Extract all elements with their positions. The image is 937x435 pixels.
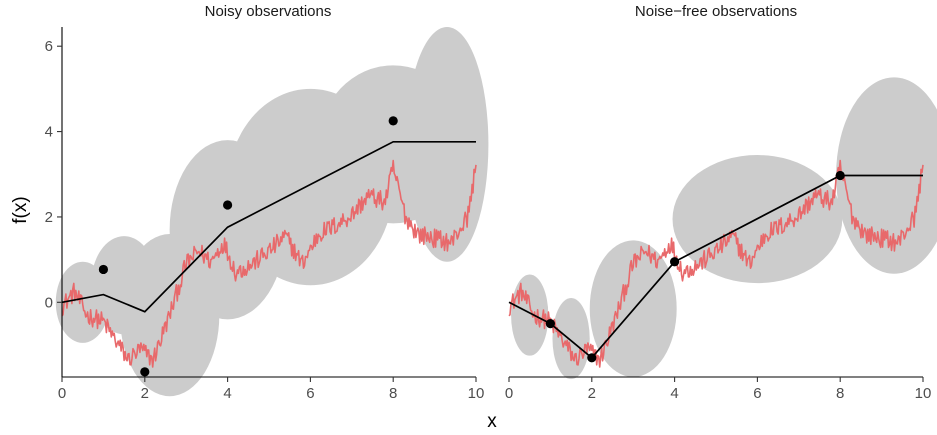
y-tick-label: 2 xyxy=(45,209,53,226)
y-tick-label: 4 xyxy=(45,124,53,141)
y-tick-label: 0 xyxy=(45,294,53,311)
observation-point xyxy=(98,264,108,275)
credible-band-segment xyxy=(511,274,549,356)
panel-title: Noisy observations xyxy=(205,3,332,20)
posterior-mean-layer xyxy=(61,140,476,313)
credible-band-segment xyxy=(405,27,489,262)
x-tick-label: 8 xyxy=(836,385,844,402)
x-tick-label: 0 xyxy=(505,385,513,402)
panel-noise-free: Noise−free observations 0 2 4 6 8 10 xyxy=(505,3,937,402)
observation-point xyxy=(140,367,150,377)
credible-band-segment xyxy=(552,298,590,380)
observation-points xyxy=(545,170,845,363)
x-ticks: 0 2 4 6 8 10 xyxy=(505,377,932,402)
panel-noisy: Noisy observations 0 2 4 6 8 10 0 2 4 6 xyxy=(45,3,489,402)
x-tick-label: 10 xyxy=(915,385,932,402)
true-function-layer xyxy=(508,159,924,368)
x-ticks: 0 2 4 6 8 10 xyxy=(58,377,485,402)
observation-point xyxy=(587,353,597,363)
x-tick-label: 4 xyxy=(670,385,678,402)
observation-point xyxy=(545,319,556,329)
credible-band xyxy=(55,27,489,397)
observation-point xyxy=(388,116,398,126)
axes xyxy=(61,27,476,378)
x-tick-label: 0 xyxy=(58,385,66,402)
true-function-line xyxy=(61,159,477,368)
observation-point xyxy=(223,200,233,210)
observation-point xyxy=(835,170,845,181)
posterior-mean-layer xyxy=(508,174,923,359)
x-tick-label: 2 xyxy=(588,385,596,402)
true-function-layer xyxy=(61,159,477,368)
x-tick-label: 4 xyxy=(223,385,231,402)
observation-point xyxy=(670,257,680,267)
true-function-line xyxy=(508,159,924,368)
x-tick-label: 6 xyxy=(306,385,314,402)
panel-title: Noise−free observations xyxy=(635,3,797,20)
x-axis-title: x xyxy=(487,411,497,432)
x-tick-label: 6 xyxy=(753,385,761,402)
x-tick-label: 2 xyxy=(141,385,149,402)
x-tick-label: 10 xyxy=(468,385,485,402)
y-axis-title: f(x) xyxy=(10,196,31,223)
observation-points xyxy=(98,116,398,377)
y-tick-label: 6 xyxy=(45,38,53,55)
y-ticks: 0 2 4 6 xyxy=(45,38,62,311)
posterior-mean-line xyxy=(508,174,923,359)
x-tick-label: 8 xyxy=(389,385,397,402)
credible-band xyxy=(511,77,937,380)
posterior-mean-line xyxy=(61,140,476,313)
